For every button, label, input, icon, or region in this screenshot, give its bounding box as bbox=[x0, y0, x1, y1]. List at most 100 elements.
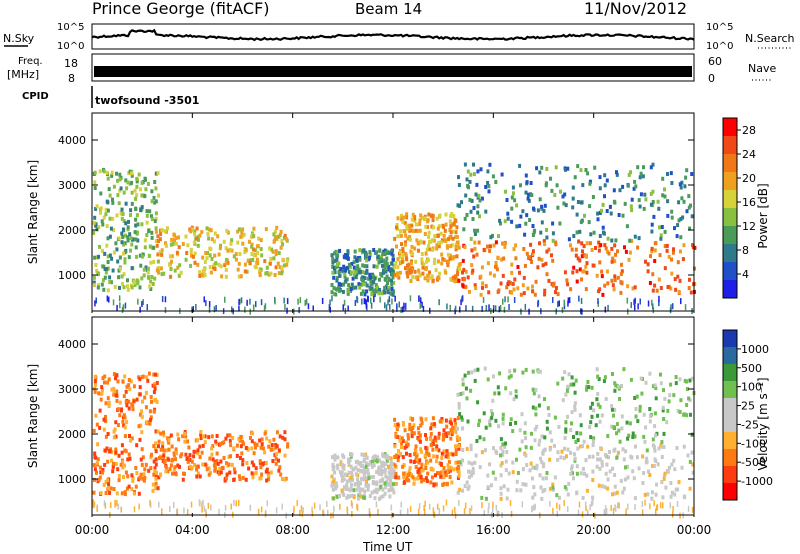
heatmap-cell bbox=[534, 406, 538, 411]
heatmap-cell bbox=[673, 467, 677, 472]
heatmap-cell bbox=[658, 295, 660, 302]
heatmap-cell bbox=[124, 178, 128, 183]
heatmap-cell bbox=[414, 454, 418, 459]
heatmap-cell bbox=[520, 308, 522, 315]
heatmap-cell bbox=[590, 401, 594, 406]
heatmap-cell bbox=[92, 230, 96, 235]
heatmap-cell bbox=[566, 384, 570, 389]
heatmap-cell bbox=[298, 307, 300, 314]
freq-band bbox=[94, 66, 692, 77]
heatmap-cell bbox=[468, 470, 472, 475]
y-tick-label: 4000 bbox=[58, 338, 86, 351]
heatmap-cell bbox=[598, 466, 602, 471]
heatmap-cell bbox=[195, 236, 198, 241]
heatmap-cell bbox=[203, 505, 206, 512]
heatmap-cell bbox=[463, 245, 467, 249]
heatmap-cell bbox=[434, 438, 438, 443]
heatmap-cell bbox=[395, 244, 398, 249]
heatmap-cell bbox=[119, 462, 123, 467]
heatmap-cell bbox=[531, 405, 535, 410]
heatmap-cell bbox=[422, 262, 426, 267]
heatmap-cell bbox=[636, 245, 640, 250]
heatmap-cell bbox=[470, 248, 474, 253]
heatmap-cell bbox=[358, 248, 362, 253]
heatmap-cell bbox=[125, 486, 129, 491]
heatmap-cell bbox=[398, 270, 402, 275]
heatmap-cell bbox=[653, 448, 657, 453]
heatmap-cell bbox=[189, 229, 193, 234]
heatmap-cell bbox=[130, 436, 134, 441]
heatmap-cell bbox=[431, 225, 435, 230]
heatmap-cell bbox=[384, 269, 388, 274]
heatmap-cell bbox=[633, 434, 637, 439]
heatmap-cell bbox=[133, 283, 137, 287]
heatmap-cell bbox=[508, 304, 510, 310]
heatmap-cell bbox=[329, 299, 331, 306]
date-title: 11/Nov/2012 bbox=[584, 0, 687, 18]
heatmap-cell bbox=[490, 412, 494, 417]
heatmap-cell bbox=[385, 304, 388, 311]
heatmap-cell bbox=[484, 284, 488, 289]
heatmap-cell bbox=[421, 271, 425, 276]
heatmap-cell bbox=[688, 486, 692, 491]
heatmap-cell bbox=[613, 278, 617, 283]
heatmap-cell bbox=[299, 297, 302, 304]
heatmap-cell bbox=[362, 476, 366, 481]
heatmap-cell bbox=[457, 436, 461, 441]
heatmap-cell bbox=[257, 236, 261, 241]
heatmap-cell bbox=[331, 257, 335, 262]
heatmap-cell bbox=[103, 380, 106, 385]
heatmap-cell bbox=[613, 381, 617, 386]
heatmap-cell bbox=[459, 462, 463, 467]
heatmap-cell bbox=[119, 210, 123, 215]
heatmap-cell bbox=[478, 435, 482, 440]
heatmap-cell bbox=[330, 474, 334, 479]
heatmap-cell bbox=[271, 459, 275, 463]
heatmap-cell bbox=[93, 255, 97, 260]
heatmap-cell bbox=[261, 446, 265, 451]
heatmap-cell bbox=[349, 483, 353, 487]
heatmap-cell bbox=[545, 235, 549, 240]
heatmap-cell bbox=[388, 478, 392, 482]
heatmap-cell bbox=[224, 246, 228, 251]
heatmap-cell bbox=[583, 213, 586, 218]
heatmap-cell bbox=[340, 478, 344, 483]
heatmap-cell bbox=[652, 214, 656, 219]
heatmap-cell bbox=[454, 430, 458, 434]
heatmap-cell bbox=[587, 220, 591, 225]
heatmap-cell bbox=[215, 305, 217, 311]
heatmap-cell bbox=[410, 251, 414, 256]
heatmap-cell bbox=[127, 452, 131, 457]
heatmap-cell bbox=[589, 405, 593, 410]
heatmap-cell bbox=[184, 434, 188, 439]
heatmap-cell bbox=[155, 372, 159, 377]
heatmap-cell bbox=[551, 482, 555, 487]
heatmap-cell bbox=[253, 264, 257, 269]
heatmap-cell bbox=[591, 495, 595, 500]
heatmap-cell bbox=[418, 272, 422, 277]
heatmap-cell bbox=[140, 254, 144, 259]
heatmap-cell bbox=[573, 175, 577, 180]
heatmap-cell bbox=[116, 500, 118, 506]
heatmap-cell bbox=[108, 490, 112, 495]
heatmap-cell bbox=[224, 476, 228, 481]
heatmap-cell bbox=[410, 217, 414, 222]
heatmap-cell bbox=[543, 435, 547, 440]
colorbar-swatch bbox=[723, 172, 737, 191]
heatmap-cell bbox=[138, 385, 142, 390]
heatmap-cell bbox=[641, 481, 645, 485]
heatmap-cell bbox=[208, 265, 212, 270]
heatmap-cell bbox=[588, 425, 592, 429]
heatmap-cell bbox=[522, 247, 526, 251]
heatmap-cell bbox=[529, 461, 533, 466]
heatmap-cell bbox=[99, 470, 103, 475]
heatmap-cell bbox=[597, 289, 601, 294]
heatmap-cell bbox=[105, 199, 109, 204]
heatmap-cell bbox=[381, 487, 385, 492]
heatmap-cell bbox=[582, 269, 586, 274]
heatmap-cell bbox=[651, 443, 655, 448]
heatmap-cell bbox=[618, 502, 620, 509]
heatmap-cell bbox=[115, 389, 119, 394]
heatmap-cell bbox=[351, 502, 354, 509]
